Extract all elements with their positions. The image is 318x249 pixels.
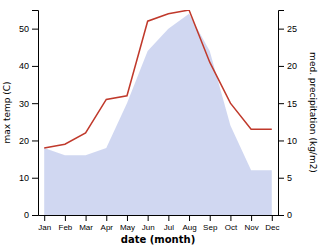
axis-line — [39, 215, 279, 216]
tick-mark — [86, 215, 87, 221]
tick-mark — [278, 178, 284, 179]
tick: 20 — [19, 136, 38, 146]
tick-mark — [278, 215, 284, 216]
plot-area: Jan Feb Mar Apr May Jun Jul Aug Sep Oct Nov Dec 0 10 2… — [19, 10, 297, 232]
tick-label: 30 — [19, 99, 29, 109]
axis-line — [32, 11, 39, 216]
tick: May — [120, 215, 135, 232]
tick-label: 5 — [287, 173, 292, 183]
tick: Jul — [164, 215, 174, 232]
tick: 20 — [278, 61, 297, 71]
tick-mark — [32, 215, 38, 216]
tick-label: 0 — [24, 210, 29, 220]
tick-label: Nov — [244, 223, 258, 232]
tick-mark — [32, 29, 38, 30]
tick-label: Feb — [58, 223, 72, 232]
tick-mark — [65, 215, 66, 221]
y2-axis-title: med. precipitation (kg/m2) — [308, 52, 318, 173]
tick-mark — [148, 215, 149, 221]
tick: Jun — [142, 215, 155, 232]
tick-mark — [278, 140, 284, 141]
axis-line — [279, 11, 285, 216]
tick-label: Apr — [101, 223, 114, 232]
line — [44, 10, 272, 148]
tick-label: 20 — [287, 61, 297, 71]
tick: Sep — [203, 215, 218, 232]
tick: 0 — [24, 210, 38, 220]
tick-mark — [168, 215, 169, 221]
tick: 15 — [278, 99, 297, 109]
area — [44, 14, 272, 215]
y-axis: 0 10 20 30 40 50 — [19, 11, 39, 221]
tick-mark — [32, 66, 38, 67]
tick-mark — [251, 215, 252, 221]
tick-label: 0 — [287, 210, 292, 220]
tick: Nov — [244, 215, 258, 232]
tick-label: Aug — [182, 223, 196, 232]
tick-mark — [278, 29, 284, 30]
y2-axis: 0 5 10 15 20 25 — [278, 11, 297, 221]
tick: Aug — [182, 215, 196, 232]
tick-label: 10 — [287, 136, 297, 146]
tick-mark — [32, 178, 38, 179]
tick: Mar — [79, 215, 93, 232]
tick-mark — [272, 215, 273, 221]
tick-label: 10 — [19, 173, 29, 183]
tick-label: 20 — [19, 136, 29, 146]
tick: 25 — [278, 24, 297, 34]
tick-mark — [210, 215, 211, 221]
tick-label: 50 — [19, 24, 29, 34]
tick-mark — [44, 215, 45, 221]
x-axis: Jan Feb Mar Apr May Jun Jul Aug Sep Oct Nov Dec — [38, 215, 279, 232]
tick-label: Jun — [142, 223, 155, 232]
tick: Feb — [58, 215, 72, 232]
tick-mark — [106, 215, 107, 221]
tick: Oct — [225, 215, 238, 232]
tick: Jan — [38, 215, 51, 232]
tick-mark — [32, 103, 38, 104]
tick-label: 40 — [19, 61, 29, 71]
tick-label: Jan — [38, 223, 51, 232]
x-axis-title: date (month) — [121, 234, 195, 245]
tick: Apr — [101, 215, 114, 232]
tick: 5 — [278, 173, 292, 183]
tick-label: May — [120, 223, 135, 232]
tick-label: Jul — [164, 223, 174, 232]
tick-label: Mar — [79, 223, 93, 232]
tick: 10 — [278, 136, 297, 146]
tick-mark — [278, 103, 284, 104]
tick-mark — [127, 215, 128, 221]
tick: 40 — [19, 61, 38, 71]
tick-label: 15 — [287, 99, 297, 109]
tick-label: Dec — [265, 223, 279, 232]
tick-label: Oct — [225, 223, 238, 232]
tick: 50 — [19, 24, 38, 34]
chart: Jan Feb Mar Apr May Jun Jul Aug Sep Oct Nov Dec 0 10 2… — [0, 0, 318, 249]
tick: 30 — [19, 99, 38, 109]
tick-label: 25 — [287, 24, 297, 34]
tick: 0 — [278, 210, 292, 220]
tick: 10 — [19, 173, 38, 183]
tick: Dec — [265, 215, 279, 232]
tick-mark — [230, 215, 231, 221]
tick-mark — [32, 140, 38, 141]
tick-mark — [278, 66, 284, 67]
marks — [44, 10, 272, 215]
tick-mark — [189, 215, 190, 221]
tick-label: Sep — [203, 223, 218, 232]
y-axis-title: max temp (C) — [2, 81, 12, 143]
